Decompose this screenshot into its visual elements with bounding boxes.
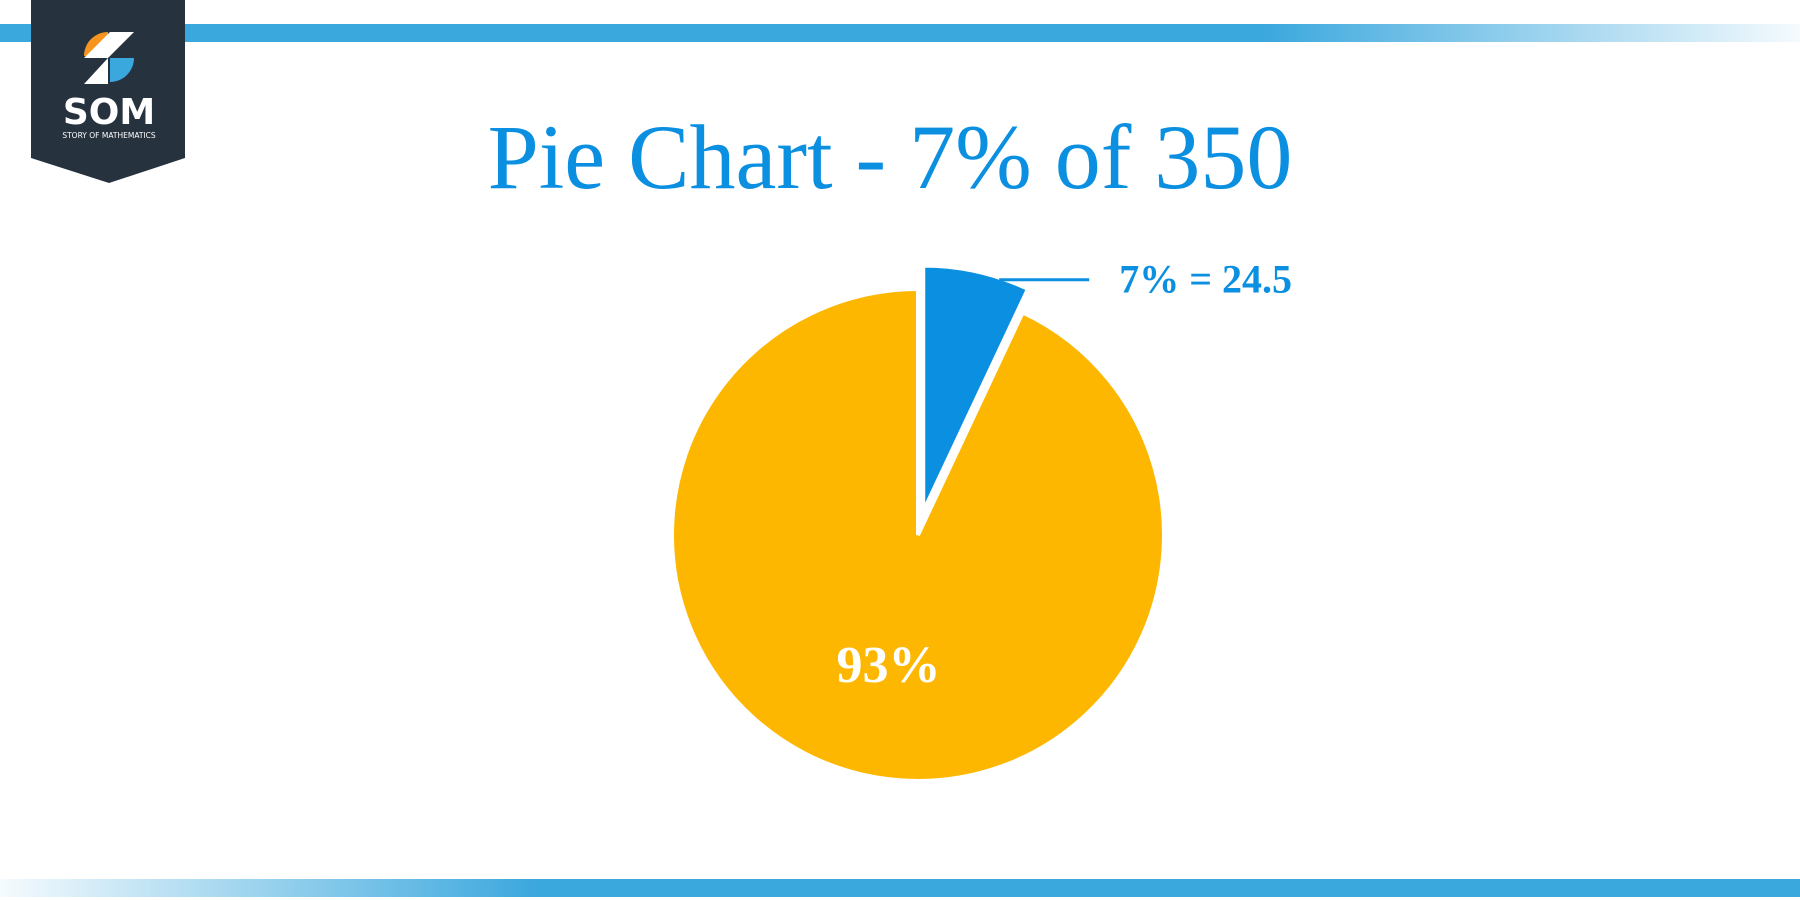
bottom-bar — [0, 879, 1800, 897]
pie-slice — [670, 286, 1166, 783]
top-bar — [0, 24, 1800, 42]
data-label: 7% = 24.5 — [1119, 257, 1292, 302]
pie-slice — [921, 263, 1031, 513]
logo: SOM STORY OF MATHEMATICS — [31, 0, 185, 183]
logo-name: SOM — [63, 92, 155, 133]
logo-tagline: STORY OF MATHEMATICS — [62, 131, 156, 140]
data-label: 93% — [836, 637, 940, 694]
logo-badge — [31, 0, 185, 183]
logo-icon — [110, 58, 134, 82]
logo-icon — [84, 32, 134, 84]
chart-title: Pie Chart - 7% of 350 — [488, 106, 1293, 208]
